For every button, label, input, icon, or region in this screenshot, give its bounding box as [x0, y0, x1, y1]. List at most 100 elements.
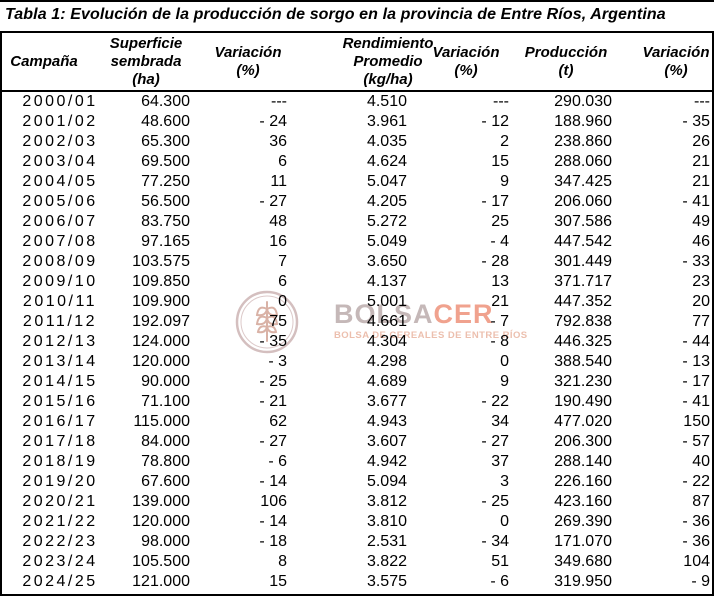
cell-superficie: 48.600: [141, 113, 190, 130]
cell-variacion-superficie: 16: [269, 233, 287, 250]
cell-superficie: 69.500: [141, 153, 190, 170]
cell-rendimiento: 5.047: [366, 173, 407, 190]
table-row: 2020/21 139.000 106 3.812 - 25 423.160 87: [2, 492, 712, 512]
cell-rendimiento: 5.001: [366, 293, 407, 310]
cell-variacion-rendimiento: 15: [491, 153, 509, 170]
cell-variacion-rendimiento: - 7: [490, 313, 509, 330]
cell-campana: 2024/25: [22, 573, 98, 590]
cell-superficie: 64.300: [141, 93, 190, 110]
cell-variacion-superficie: - 24: [259, 113, 287, 130]
cell-variacion-rendimiento: 9: [500, 373, 509, 390]
cell-rendimiento: 4.137: [366, 273, 407, 290]
cell-variacion-superficie: 6: [278, 153, 287, 170]
cell-superficie: 67.600: [141, 473, 190, 490]
cell-rendimiento: 4.035: [366, 133, 407, 150]
cell-produccion: 423.160: [554, 493, 612, 510]
cell-campana: 2014/15: [22, 373, 98, 390]
column-header-variacion-rendimiento: Variación (%): [432, 43, 500, 79]
cell-campana: 2020/21: [22, 493, 98, 510]
cell-produccion: 349.680: [554, 553, 612, 570]
table-row: 2016/17 115.000 62 4.943 34 477.020 150: [2, 412, 712, 432]
cell-campana: 2013/14: [22, 353, 98, 370]
cell-variacion-superficie: 62: [269, 413, 287, 430]
cell-superficie: 139.000: [132, 493, 190, 510]
cell-variacion-produccion: 23: [692, 273, 710, 290]
cell-produccion: 447.352: [554, 293, 612, 310]
cell-rendimiento: 4.510: [366, 93, 407, 110]
cell-variacion-produccion: 20: [692, 293, 710, 310]
cell-rendimiento: 4.205: [366, 193, 407, 210]
cell-variacion-superficie: - 27: [259, 193, 287, 210]
cell-variacion-produccion: - 57: [682, 433, 710, 450]
cell-variacion-rendimiento: 3: [500, 473, 509, 490]
cell-campana: 2021/22: [22, 513, 98, 530]
cell-rendimiento: 4.942: [366, 453, 407, 470]
table-row: 2012/13 124.000 - 35 4.304 - 8 446.325 - 44: [2, 332, 712, 352]
cell-campana: 2012/13: [22, 333, 98, 350]
cell-variacion-produccion: 77: [692, 313, 710, 330]
cell-produccion: 347.425: [554, 173, 612, 190]
cell-rendimiento: 3.607: [366, 433, 407, 450]
table-row: 2018/19 78.800 - 6 4.942 37 288.140 40: [2, 452, 712, 472]
cell-variacion-superficie: 48: [269, 213, 287, 230]
table-row: 2005/06 56.500 - 27 4.205 - 17 206.060 - 41: [2, 192, 712, 212]
cell-variacion-produccion: - 17: [682, 373, 710, 390]
cell-produccion: 371.717: [554, 273, 612, 290]
cell-variacion-rendimiento: - 22: [481, 393, 509, 410]
cell-variacion-rendimiento: 37: [491, 453, 509, 470]
cell-variacion-superficie: 7: [278, 253, 287, 270]
table-row: 2023/24 105.500 8 3.822 51 349.680 104: [2, 552, 712, 572]
cell-variacion-produccion: - 41: [682, 193, 710, 210]
cell-campana: 2001/02: [22, 113, 98, 130]
watermark-brand: BOLSACER: [334, 301, 494, 328]
cell-campana: 2017/18: [22, 433, 98, 450]
cell-variacion-rendimiento: - 27: [481, 433, 509, 450]
cell-produccion: 288.060: [554, 153, 612, 170]
table-row: 2013/14 120.000 - 3 4.298 0 388.540 - 13: [2, 352, 712, 372]
cell-variacion-superficie: 106: [260, 493, 287, 510]
column-header-variacion-produccion: Variación (%): [642, 43, 710, 79]
watermark-brand-cer: CER: [433, 299, 494, 329]
cell-variacion-superficie: ---: [271, 93, 287, 110]
watermark-subtitle: BOLSA DE CEREALES DE ENTRE RÍOS: [334, 330, 528, 341]
cell-variacion-rendimiento: 21: [491, 293, 509, 310]
wheat-seal-icon: [235, 290, 299, 354]
cell-campana: 2022/23: [22, 533, 98, 550]
cell-variacion-rendimiento: 25: [491, 213, 509, 230]
table-row: 2015/16 71.100 - 21 3.677 - 22 190.490 - 41: [2, 392, 712, 412]
cell-rendimiento: 4.304: [366, 333, 407, 350]
cell-variacion-produccion: 21: [692, 173, 710, 190]
cell-variacion-superficie: - 6: [268, 453, 287, 470]
cell-rendimiento: 3.961: [366, 113, 407, 130]
cell-superficie: 83.750: [141, 213, 190, 230]
cell-superficie: 105.500: [132, 553, 190, 570]
cell-variacion-superficie: 8: [278, 553, 287, 570]
cell-variacion-rendimiento: - 34: [481, 533, 509, 550]
column-header-superficie-sembrada: Superficie sembrada (ha): [109, 34, 183, 88]
cell-produccion: 269.390: [554, 513, 612, 530]
cell-rendimiento: 3.822: [366, 553, 407, 570]
cell-superficie: 109.900: [132, 293, 190, 310]
cell-variacion-superficie: - 14: [259, 513, 287, 530]
cell-campana: 2018/19: [22, 453, 98, 470]
cell-variacion-superficie: - 18: [259, 533, 287, 550]
cell-variacion-superficie: - 3: [268, 353, 287, 370]
table-row: 2009/10 109.850 6 4.137 13 371.717 23: [2, 272, 712, 292]
cell-variacion-rendimiento: - 8: [490, 333, 509, 350]
cell-rendimiento: 4.624: [366, 153, 407, 170]
cell-superficie: 77.250: [141, 173, 190, 190]
cell-superficie: 98.000: [141, 533, 190, 550]
cell-rendimiento: 4.661: [366, 313, 407, 330]
cell-variacion-rendimiento: 0: [500, 353, 509, 370]
cell-variacion-produccion: - 22: [682, 473, 710, 490]
cell-variacion-rendimiento: - 6: [490, 573, 509, 590]
cell-produccion: 319.950: [554, 573, 612, 590]
cell-variacion-superficie: 36: [269, 133, 287, 150]
table-header-row: Campaña Superficie sembrada (ha) Variaci…: [2, 33, 712, 92]
cell-superficie: 124.000: [132, 333, 190, 350]
cell-variacion-produccion: 87: [692, 493, 710, 510]
cell-superficie: 192.097: [132, 313, 190, 330]
cell-superficie: 56.500: [141, 193, 190, 210]
column-header-produccion: Producción (t): [524, 43, 608, 79]
cell-variacion-superficie: 15: [269, 573, 287, 590]
